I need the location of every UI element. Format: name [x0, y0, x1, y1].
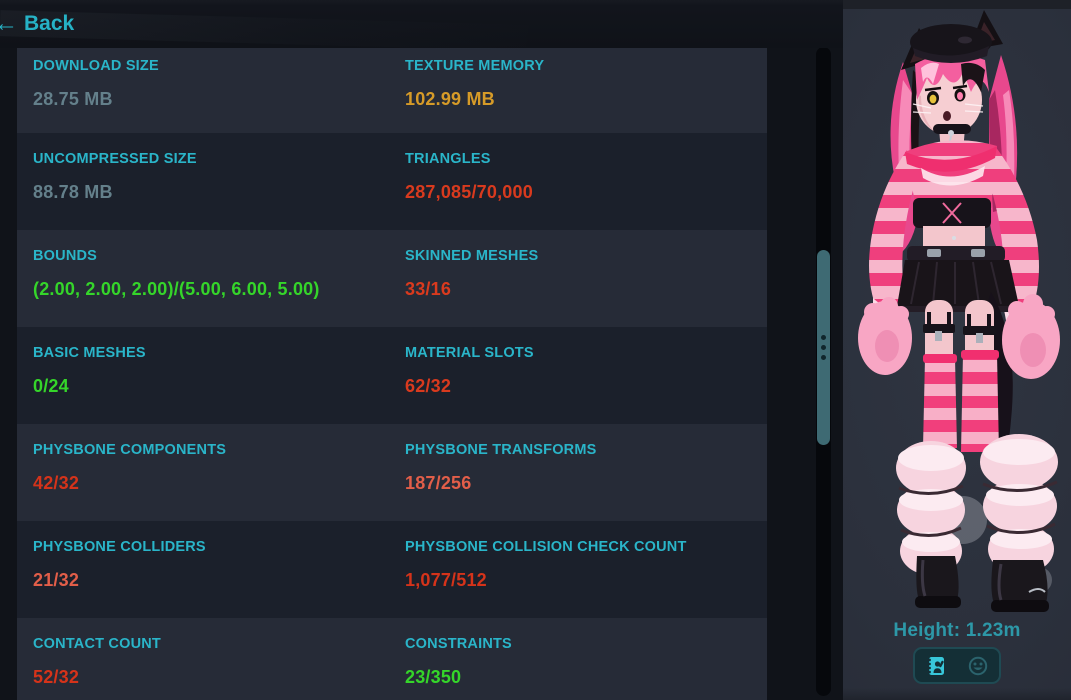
stats-row-basic-material: BASIC MESHES 0/24 MATERIAL SLOTS 62/32 [17, 327, 767, 424]
back-button-label: Back [24, 12, 75, 35]
stat-physbone-colliders: PHYSBONE COLLIDERS 21/32 [33, 539, 405, 618]
stats-row-physbone-components-transforms: PHYSBONE COMPONENTS 42/32 PHYSBONE TRANS… [17, 424, 767, 521]
back-button[interactable]: ← Back [0, 10, 80, 38]
stat-value: 1,077/512 [405, 570, 487, 590]
stat-material-slots: MATERIAL SLOTS 62/32 [405, 345, 767, 424]
stat-skinned-meshes: SKINNED MESHES 33/16 [405, 248, 767, 327]
stat-value: 102.99 MB [405, 89, 495, 109]
avatar-stats-icon[interactable] [921, 652, 951, 680]
avatar-height-label: Height: 1.23m [893, 620, 1021, 641]
stat-physbone-components: PHYSBONE COMPONENTS 42/32 [33, 442, 405, 521]
stat-value: 23/350 [405, 667, 462, 687]
stat-value: 33/16 [405, 279, 452, 299]
stat-basic-meshes: BASIC MESHES 0/24 [33, 345, 405, 424]
stat-triangles: TRIANGLES 287,085/70,000 [405, 151, 767, 230]
stat-label: PHYSBONE COLLIDERS [33, 539, 206, 555]
stat-label: BOUNDS [33, 248, 98, 264]
stat-label: DOWNLOAD SIZE [33, 58, 159, 74]
stats-row-contact-constraints: CONTACT COUNT 52/32 CONSTRAINTS 23/350 [17, 618, 767, 700]
preview-action-bar [913, 647, 1001, 684]
stat-label: CONTACT COUNT [33, 636, 161, 652]
stat-constraints: CONSTRAINTS 23/350 [405, 636, 767, 700]
stats-row-uncompressed-triangles: UNCOMPRESSED SIZE 88.78 MB TRIANGLES 287… [17, 133, 767, 230]
scrollbar-thumb[interactable] [817, 250, 830, 445]
stat-value: 42/32 [33, 473, 80, 493]
stat-label: TEXTURE MEMORY [405, 58, 545, 74]
stat-value: 28.75 MB [33, 89, 113, 109]
avatar-stats-list: DOWNLOAD SIZE 28.75 MB TEXTURE MEMORY 10… [17, 48, 767, 700]
avatar-preview-panel: Height: 1.23m [843, 0, 1071, 700]
stat-label: UNCOMPRESSED SIZE [33, 151, 197, 167]
stat-value: 21/32 [33, 570, 80, 590]
top-bar: ← Back [0, 0, 843, 48]
stat-value: 187/256 [405, 473, 472, 493]
emoji-smile-icon[interactable] [963, 652, 993, 680]
stat-label: CONSTRAINTS [405, 636, 512, 652]
stat-label: PHYSBONE COMPONENTS [33, 442, 227, 458]
stat-value: 62/32 [405, 376, 452, 396]
stat-contact-count: CONTACT COUNT 52/32 [33, 636, 405, 700]
stat-texture-memory: TEXTURE MEMORY 102.99 MB [405, 58, 767, 133]
scrollbar-track[interactable] [816, 47, 831, 696]
stats-row-download-texture: DOWNLOAD SIZE 28.75 MB TEXTURE MEMORY 10… [17, 48, 767, 133]
avatar-preview-image[interactable] [843, 0, 1071, 620]
stat-label: PHYSBONE TRANSFORMS [405, 442, 597, 458]
stat-value: 88.78 MB [33, 182, 113, 202]
stat-download-size: DOWNLOAD SIZE 28.75 MB [33, 58, 405, 133]
stat-label: BASIC MESHES [33, 345, 146, 361]
stat-value: 287,085/70,000 [405, 182, 533, 202]
stats-row-physbone-colliders-collision: PHYSBONE COLLIDERS 21/32 PHYSBONE COLLIS… [17, 521, 767, 618]
stat-uncompressed-size: UNCOMPRESSED SIZE 88.78 MB [33, 151, 405, 230]
stat-physbone-collision-check-count: PHYSBONE COLLISION CHECK COUNT 1,077/512 [405, 539, 767, 618]
stat-label: SKINNED MESHES [405, 248, 539, 264]
stat-bounds: BOUNDS (2.00, 2.00, 2.00)/(5.00, 6.00, 5… [33, 248, 405, 327]
stat-label: PHYSBONE COLLISION CHECK COUNT [405, 539, 687, 555]
back-arrow-icon: ← [0, 10, 18, 37]
stat-value: (2.00, 2.00, 2.00)/(5.00, 6.00, 5.00) [33, 279, 320, 299]
stat-physbone-transforms: PHYSBONE TRANSFORMS 187/256 [405, 442, 767, 521]
stat-value: 52/32 [33, 667, 80, 687]
stat-label: MATERIAL SLOTS [405, 345, 534, 361]
stat-label: TRIANGLES [405, 151, 491, 167]
stats-row-bounds-skinned: BOUNDS (2.00, 2.00, 2.00)/(5.00, 6.00, 5… [17, 230, 767, 327]
stat-value: 0/24 [33, 376, 69, 396]
